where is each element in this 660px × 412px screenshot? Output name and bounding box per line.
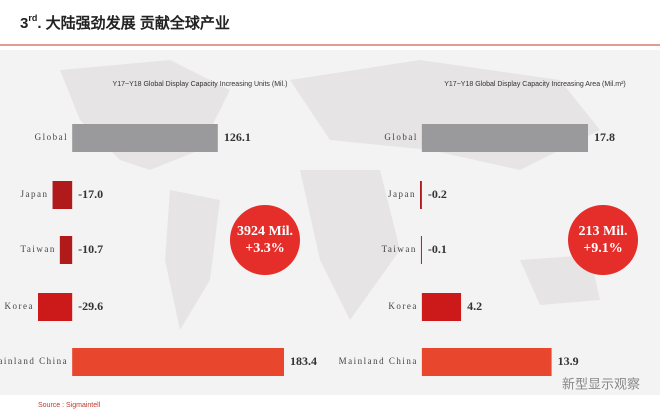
annotation-text: +9.1%	[583, 241, 622, 256]
value-label: 183.4	[290, 354, 317, 368]
value-label: 17.8	[594, 130, 615, 144]
category-label: Mainland China	[339, 356, 418, 366]
world-map	[60, 60, 600, 330]
value-label: 126.1	[224, 130, 251, 144]
watermark: 新型显示观察	[562, 376, 640, 391]
category-label: Korea	[388, 301, 418, 311]
chart-title: Y17~Y18 Global Display Capacity Increasi…	[444, 81, 626, 88]
bar	[72, 124, 218, 152]
value-label: -10.7	[78, 242, 103, 256]
bar	[420, 236, 422, 264]
bar	[421, 348, 552, 376]
value-label: 4.2	[467, 299, 482, 313]
value-label: 13.9	[558, 354, 579, 368]
chart-title: Y17~Y18 Global Display Capacity Increasi…	[113, 81, 288, 88]
annotation-text: 3924 Mil.	[237, 224, 293, 239]
bar	[52, 181, 73, 209]
title-superscript: rd	[28, 13, 37, 23]
annotation-text: 213 Mil.	[579, 224, 628, 239]
value-label: -29.6	[78, 299, 103, 313]
bar	[420, 181, 422, 209]
bar	[72, 348, 284, 376]
category-label: Global	[384, 132, 418, 142]
value-label: -0.1	[428, 242, 447, 256]
category-label: Japan	[388, 189, 416, 199]
title-text: . 大陆强劲发展 贡献全球产业	[37, 14, 230, 32]
bar	[421, 124, 588, 152]
annotation-text: +3.3%	[245, 241, 284, 256]
source: Source : Sigmaintell	[38, 402, 101, 409]
value-label: -17.0	[78, 187, 103, 201]
value-label: -0.2	[428, 187, 447, 201]
category-label: Mainland China	[0, 356, 68, 366]
category-label: Korea	[5, 301, 35, 311]
bar	[421, 293, 462, 321]
category-label: Taiwan	[20, 244, 55, 254]
bar	[59, 236, 73, 264]
annotation-circle	[230, 205, 300, 275]
title-number: 3	[20, 15, 28, 32]
bar	[38, 293, 73, 321]
annotation-circle	[568, 205, 638, 275]
category-label: Japan	[21, 189, 49, 199]
slide-title: 3rd. 大陆强劲发展 贡献全球产业	[20, 13, 230, 32]
category-label: Taiwan	[382, 244, 417, 254]
category-label: Global	[35, 132, 69, 142]
